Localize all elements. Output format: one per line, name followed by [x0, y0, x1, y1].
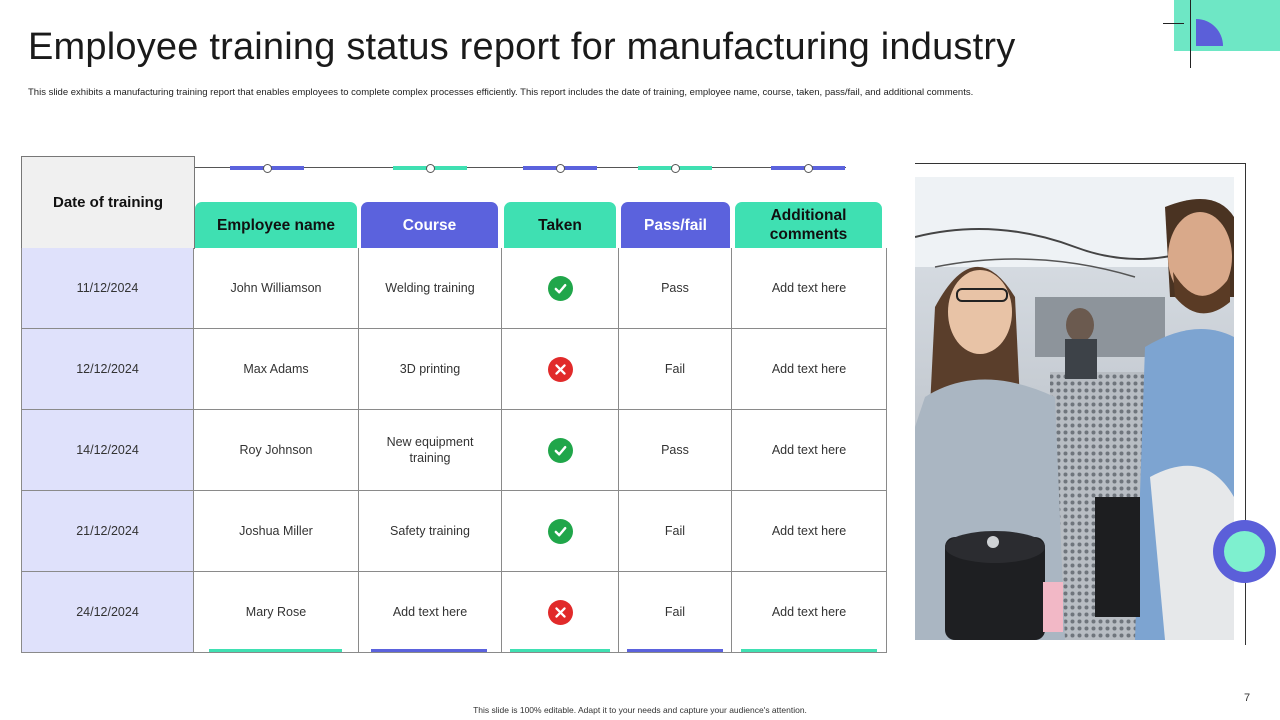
date-cell-text: 11/12/2024 — [76, 281, 139, 295]
course-cell: Safety training — [359, 491, 502, 572]
course-cell-text: Add text here — [392, 605, 468, 619]
check-icon — [547, 275, 573, 301]
date-cell: 14/12/2024 — [21, 410, 194, 491]
bottom-accent-bar — [510, 649, 610, 652]
employee-name-cell: Roy Johnson — [194, 410, 359, 491]
course-cell: Welding training — [359, 248, 502, 329]
pass-fail-cell: Fail — [619, 329, 732, 410]
pass-fail-cell: Pass — [619, 410, 732, 491]
comments-cell: Add text here — [732, 572, 887, 653]
pass-fail-cell-text: Pass — [661, 281, 689, 295]
page-number: 7 — [1244, 692, 1251, 704]
photo-illustration — [915, 177, 1234, 640]
employee-name-cell-text: Max Adams — [243, 362, 309, 376]
bottom-accent-bar — [627, 649, 723, 652]
date-cell-text: 21/12/2024 — [76, 524, 139, 538]
pass-fail-cell: Fail — [619, 572, 732, 653]
corner-line-horizontal — [1163, 23, 1184, 24]
course-cell: Add text here — [359, 572, 502, 653]
pass-fail-cell-text: Fail — [664, 362, 686, 376]
employee-name-cell-text: Joshua Miller — [239, 524, 313, 538]
course-cell: New equipment training — [359, 410, 502, 491]
slide-subtitle: This slide exhibits a manufacturing trai… — [28, 87, 974, 98]
check-icon — [547, 518, 573, 544]
corner-line-vertical — [1190, 0, 1191, 68]
ring-decoration — [1213, 520, 1276, 583]
header-connector-line — [195, 167, 846, 168]
connector-dot — [556, 164, 565, 173]
taken-cell — [502, 491, 619, 572]
slide-footer: This slide is 100% editable. Adapt it to… — [473, 705, 807, 715]
date-cell-text: 12/12/2024 — [76, 362, 139, 376]
comments-cell-text: Add text here — [771, 281, 847, 295]
pass-fail-cell-text: Fail — [664, 524, 686, 538]
pass-fail-cell-text: Fail — [664, 605, 686, 619]
comments-cell-text: Add text here — [771, 524, 847, 538]
taken-cell — [502, 410, 619, 491]
employee-name-cell-text: Mary Rose — [245, 605, 307, 619]
taken-cell — [502, 248, 619, 329]
cross-icon — [547, 599, 573, 625]
comments-cell-text: Add text here — [771, 605, 847, 619]
cross-icon — [547, 356, 573, 382]
date-cell-text: 14/12/2024 — [76, 443, 139, 457]
workplace-photo — [915, 177, 1234, 640]
taken-column-header: Taken — [504, 202, 616, 248]
connector-dot — [263, 164, 272, 173]
comments-cell: Add text here — [732, 410, 887, 491]
connector-dot — [426, 164, 435, 173]
course-cell-text: New equipment training — [386, 435, 474, 465]
employee-name-cell-text: Roy Johnson — [239, 443, 313, 457]
date-cell: 11/12/2024 — [21, 248, 194, 329]
check-icon — [547, 437, 573, 463]
pass-fail-cell: Pass — [619, 248, 732, 329]
taken-cell — [502, 572, 619, 653]
taken-cell — [502, 329, 619, 410]
employee-name-cell: Mary Rose — [194, 572, 359, 653]
bottom-accent-bar — [741, 649, 877, 652]
photo-frame-line — [915, 163, 1246, 164]
comments-cell-text: Add text here — [771, 362, 847, 376]
course-cell-text: 3D printing — [399, 362, 461, 376]
employee-name-cell: Max Adams — [194, 329, 359, 410]
date-column-header: Date of training — [21, 156, 195, 249]
pass-fail-cell-text: Pass — [661, 443, 689, 457]
photo-frame-line — [1245, 163, 1246, 645]
date-cell-text: 24/12/2024 — [76, 605, 139, 619]
ring-inner-circle — [1224, 531, 1265, 572]
date-cell: 21/12/2024 — [21, 491, 194, 572]
date-cell: 24/12/2024 — [21, 572, 194, 653]
comments-cell-text: Add text here — [771, 443, 847, 457]
comments-cell: Add text here — [732, 491, 887, 572]
comments-cell: Add text here — [732, 248, 887, 329]
slide-title: Employee training status report for manu… — [28, 26, 1016, 68]
pass-fail-cell: Fail — [619, 491, 732, 572]
employee-name-cell: Joshua Miller — [194, 491, 359, 572]
bottom-accent-bar — [371, 649, 487, 652]
employee-name-cell: John Williamson — [194, 248, 359, 329]
corner-decoration — [1174, 0, 1280, 51]
course-column-header: Course — [361, 202, 498, 248]
employee-column-header: Employee name — [195, 202, 357, 248]
comments-column-header: Additional comments — [735, 202, 882, 248]
employee-name-cell-text: John Williamson — [230, 281, 322, 295]
bottom-accent-bar — [209, 649, 342, 652]
date-cell: 12/12/2024 — [21, 329, 194, 410]
course-cell-text: Welding training — [385, 281, 475, 295]
course-cell: 3D printing — [359, 329, 502, 410]
connector-dot — [804, 164, 813, 173]
comments-cell: Add text here — [732, 329, 887, 410]
connector-dot — [671, 164, 680, 173]
course-cell-text: Safety training — [390, 524, 470, 538]
pass-fail-column-header: Pass/fail — [621, 202, 730, 248]
